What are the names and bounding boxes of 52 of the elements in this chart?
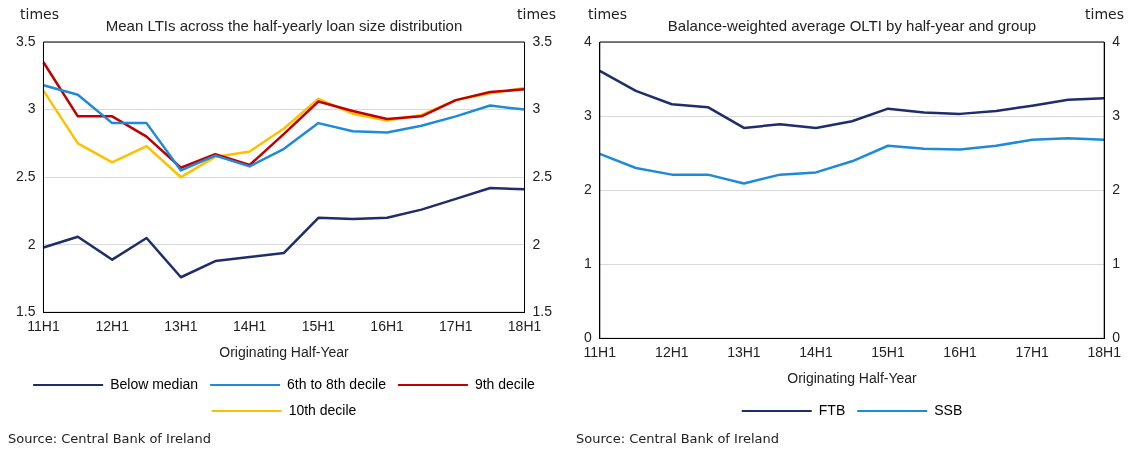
y-tick-label: 1 bbox=[583, 255, 592, 272]
legend-label: 6th to 8th decile bbox=[287, 375, 387, 392]
x-tick-label: 14H1 bbox=[799, 343, 833, 360]
y2-tick-label: 3.5 bbox=[532, 32, 553, 49]
y2-tick-label: 1 bbox=[1112, 255, 1121, 272]
x-axis-title: Originating Half-Year bbox=[219, 344, 350, 361]
x-tick-label: 15H1 bbox=[871, 343, 905, 360]
x-axis-title: Originating Half-Year bbox=[787, 370, 918, 387]
x-tick-label: 11H1 bbox=[27, 317, 60, 334]
legend-label: 9th decile bbox=[474, 375, 536, 392]
source-note: Source: Central Bank of Ireland bbox=[576, 431, 780, 446]
chart-title: Mean LTIs across the half-yearly loan size distribution bbox=[105, 17, 463, 35]
y-tick-label: 3.5 bbox=[15, 32, 36, 49]
x-tick-label: 12H1 bbox=[95, 317, 130, 334]
y2-tick-label: 4 bbox=[1112, 32, 1121, 49]
y2-tick-label: 2 bbox=[532, 235, 541, 252]
y-tick-label: 3 bbox=[27, 100, 36, 117]
y2-tick-label: 1.5 bbox=[532, 303, 553, 320]
y2-tick-label: 2 bbox=[1112, 181, 1121, 198]
y-axis-title: times bbox=[588, 5, 627, 22]
y-tick-label: 4 bbox=[583, 32, 592, 49]
y2-axis-title: times bbox=[1085, 5, 1124, 22]
y2-tick-label: 3 bbox=[532, 100, 541, 117]
y-tick-label: 0 bbox=[583, 329, 592, 346]
x-tick-label: 15H1 bbox=[301, 317, 336, 334]
legend-label: FTB bbox=[818, 401, 846, 418]
x-tick-label: 18H1 bbox=[507, 317, 542, 334]
y-tick-label: 2.5 bbox=[15, 168, 36, 185]
y2-axis-title: times bbox=[517, 5, 556, 22]
y-axis-title: times bbox=[20, 5, 59, 22]
x-tick-label: 13H1 bbox=[164, 317, 198, 334]
legend-label: Below median bbox=[110, 375, 199, 392]
y-tick-label: 3 bbox=[583, 106, 592, 123]
y-tick-label: 2 bbox=[27, 235, 36, 252]
x-tick-label: 12H1 bbox=[655, 343, 689, 360]
source-note: Source: Central Bank of Ireland bbox=[8, 431, 212, 446]
y2-tick-label: 3 bbox=[1112, 106, 1121, 123]
x-tick-label: 14H1 bbox=[232, 317, 267, 334]
y2-tick-label: 0 bbox=[1112, 329, 1121, 346]
legend-label: SSB bbox=[934, 401, 963, 418]
x-tick-label: 17H1 bbox=[1015, 343, 1050, 360]
chart-title: Balance-weighted average OLTI by half-year and group bbox=[667, 17, 1037, 35]
x-tick-label: 11H1 bbox=[583, 343, 617, 360]
legend-label: 10th decile bbox=[288, 401, 357, 418]
y2-tick-label: 2.5 bbox=[532, 168, 553, 185]
x-tick-label: 18H1 bbox=[1087, 343, 1122, 360]
x-tick-label: 17H1 bbox=[439, 317, 473, 334]
x-tick-label: 16H1 bbox=[943, 343, 978, 360]
y-tick-label: 2 bbox=[583, 181, 592, 198]
x-tick-label: 13H1 bbox=[727, 343, 761, 360]
x-tick-label: 16H1 bbox=[370, 317, 405, 334]
y-tick-label: 1.5 bbox=[15, 303, 36, 320]
